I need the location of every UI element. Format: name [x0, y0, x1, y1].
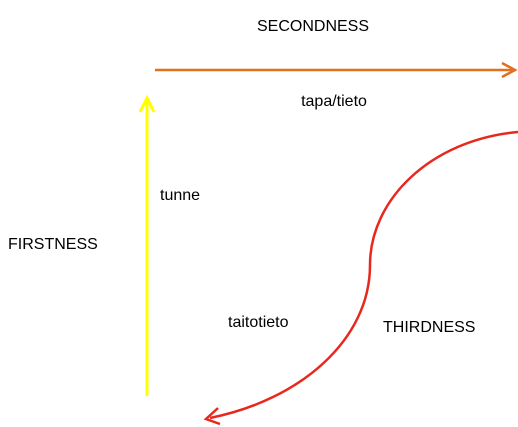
firstness-title: FIRSTNESS: [8, 236, 98, 253]
thirdness-arrowhead: [203, 407, 221, 426]
thirdness-label: taitotieto: [228, 314, 289, 331]
firstness-label: tunne: [160, 187, 200, 204]
secondness-title: SECONDNESS: [257, 18, 369, 35]
thirdness-title: THIRDNESS: [383, 319, 475, 336]
secondness-arrowhead: [501, 61, 518, 79]
secondness-label: tapa/tieto: [301, 93, 367, 110]
firstness-arrowhead: [138, 94, 156, 113]
thirdness-curve: [209, 130, 518, 420]
